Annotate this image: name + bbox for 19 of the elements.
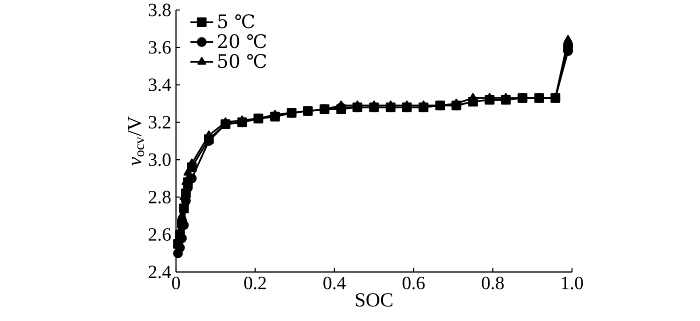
legend-label: 5 ℃ bbox=[218, 14, 254, 28]
y-tick-label: 3.2 bbox=[148, 116, 170, 129]
y-tick-label: 2.6 bbox=[148, 228, 171, 241]
x-tick-label: 0.6 bbox=[402, 276, 425, 290]
x-tick-label: 1.0 bbox=[562, 276, 583, 290]
x-tick-label: 0.4 bbox=[323, 276, 346, 290]
y-tick-label: 3.6 bbox=[148, 41, 171, 54]
y-tick-label: 3.4 bbox=[148, 78, 172, 92]
x-tick-label: 0.2 bbox=[244, 276, 266, 290]
x-tick-label: 0.8 bbox=[482, 276, 504, 290]
y-axis-title: v$_{ocv}$/V bbox=[128, 116, 144, 166]
y-tick-label: 3.8 bbox=[148, 4, 171, 16]
legend-label: 20 ℃ bbox=[218, 34, 266, 48]
legend-label: 50 ℃ bbox=[218, 54, 266, 68]
x-axis-title: SOC bbox=[356, 293, 392, 307]
y-tick-label: 3.0 bbox=[148, 153, 171, 166]
y-tick-label: 2.4 bbox=[148, 266, 172, 278]
y-tick-label: 2.8 bbox=[148, 190, 171, 204]
x-tick-label: 0 bbox=[172, 276, 180, 290]
